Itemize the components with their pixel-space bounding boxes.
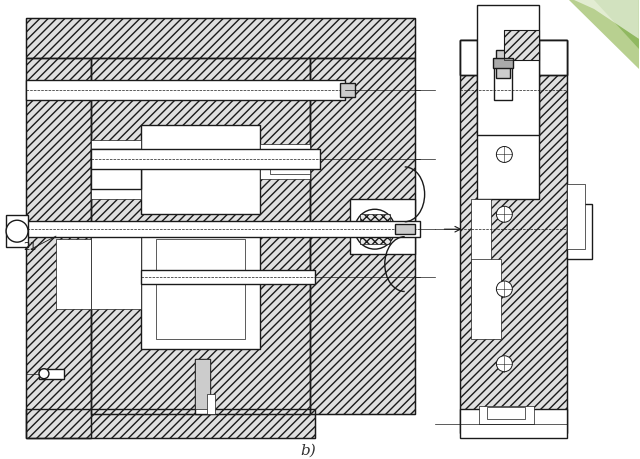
Text: 21: 21 xyxy=(23,242,36,252)
Bar xyxy=(477,40,540,199)
Bar xyxy=(91,140,141,199)
Bar xyxy=(26,80,345,100)
Bar xyxy=(26,409,315,438)
Bar xyxy=(310,229,415,414)
Bar xyxy=(567,204,592,259)
Bar xyxy=(493,58,513,68)
Bar xyxy=(56,239,91,309)
Bar xyxy=(26,58,91,438)
Bar xyxy=(207,394,216,414)
Bar xyxy=(91,58,310,229)
Bar xyxy=(26,18,415,58)
Bar xyxy=(26,409,315,438)
Text: b): b) xyxy=(300,443,316,458)
Bar xyxy=(460,409,567,438)
Bar xyxy=(504,30,540,60)
Bar xyxy=(26,18,415,58)
Bar xyxy=(195,359,211,414)
PathPatch shape xyxy=(574,0,639,39)
Bar xyxy=(195,359,211,409)
PathPatch shape xyxy=(594,0,639,49)
Bar xyxy=(472,259,501,339)
Bar xyxy=(504,30,540,60)
Bar xyxy=(567,185,585,249)
Bar xyxy=(310,58,415,229)
Bar xyxy=(141,124,260,214)
Bar xyxy=(360,214,390,244)
Circle shape xyxy=(6,220,28,242)
Bar xyxy=(91,150,320,169)
Circle shape xyxy=(497,146,513,162)
Circle shape xyxy=(363,217,387,241)
Bar xyxy=(91,229,310,414)
Bar xyxy=(460,40,567,433)
Circle shape xyxy=(497,206,513,222)
Bar xyxy=(494,60,513,100)
Bar xyxy=(488,407,525,419)
Bar xyxy=(310,229,415,414)
Bar xyxy=(141,229,260,349)
Bar xyxy=(460,40,567,433)
Bar xyxy=(477,5,540,134)
Bar xyxy=(460,40,567,75)
PathPatch shape xyxy=(569,0,639,69)
Circle shape xyxy=(355,209,395,249)
Circle shape xyxy=(39,369,49,379)
Bar xyxy=(395,224,415,234)
Bar xyxy=(141,270,315,284)
Bar xyxy=(16,221,420,237)
Bar xyxy=(270,150,310,174)
Bar xyxy=(472,199,492,309)
Bar xyxy=(91,150,141,189)
Circle shape xyxy=(497,281,513,297)
Circle shape xyxy=(497,356,513,372)
Bar xyxy=(340,83,355,97)
Bar xyxy=(91,58,310,229)
Bar xyxy=(26,58,91,438)
Bar xyxy=(350,199,415,254)
Bar xyxy=(260,145,310,179)
Bar xyxy=(91,229,141,309)
Bar xyxy=(6,215,28,247)
Bar xyxy=(497,50,510,78)
Bar xyxy=(460,40,567,75)
Bar xyxy=(479,406,534,424)
Bar xyxy=(460,40,567,75)
Bar xyxy=(39,369,64,379)
Bar xyxy=(91,229,310,414)
Bar xyxy=(310,58,415,229)
Bar xyxy=(156,239,245,339)
